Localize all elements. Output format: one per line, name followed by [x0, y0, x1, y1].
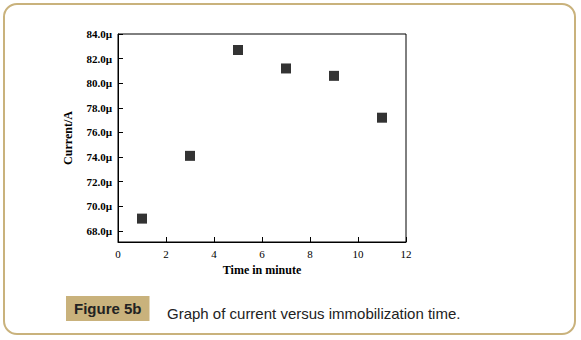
svg-text:2: 2	[163, 248, 169, 260]
svg-text:10: 10	[353, 248, 365, 260]
svg-text:12: 12	[401, 248, 412, 260]
svg-text:Current/A: Current/A	[61, 111, 75, 165]
svg-text:4: 4	[211, 248, 217, 260]
svg-text:Figure 5b: Figure 5b	[74, 300, 142, 317]
svg-text:6: 6	[259, 248, 265, 260]
svg-text:68.0µ: 68.0µ	[86, 225, 112, 237]
svg-text:78.0µ: 78.0µ	[86, 102, 112, 114]
svg-text:Graph of current versus immobi: Graph of current versus immobilization t…	[167, 305, 460, 322]
svg-text:80.0µ: 80.0µ	[86, 77, 112, 89]
svg-text:Time in minute: Time in minute	[223, 263, 302, 277]
svg-text:74.0µ: 74.0µ	[86, 151, 112, 163]
svg-text:76.0µ: 76.0µ	[86, 126, 112, 138]
svg-text:84.0µ: 84.0µ	[86, 28, 112, 40]
svg-text:8: 8	[307, 248, 313, 260]
svg-text:70.0µ: 70.0µ	[86, 200, 112, 212]
svg-text:0: 0	[115, 248, 121, 260]
svg-text:82.0µ: 82.0µ	[86, 53, 112, 65]
svg-text:72.0µ: 72.0µ	[86, 176, 112, 188]
